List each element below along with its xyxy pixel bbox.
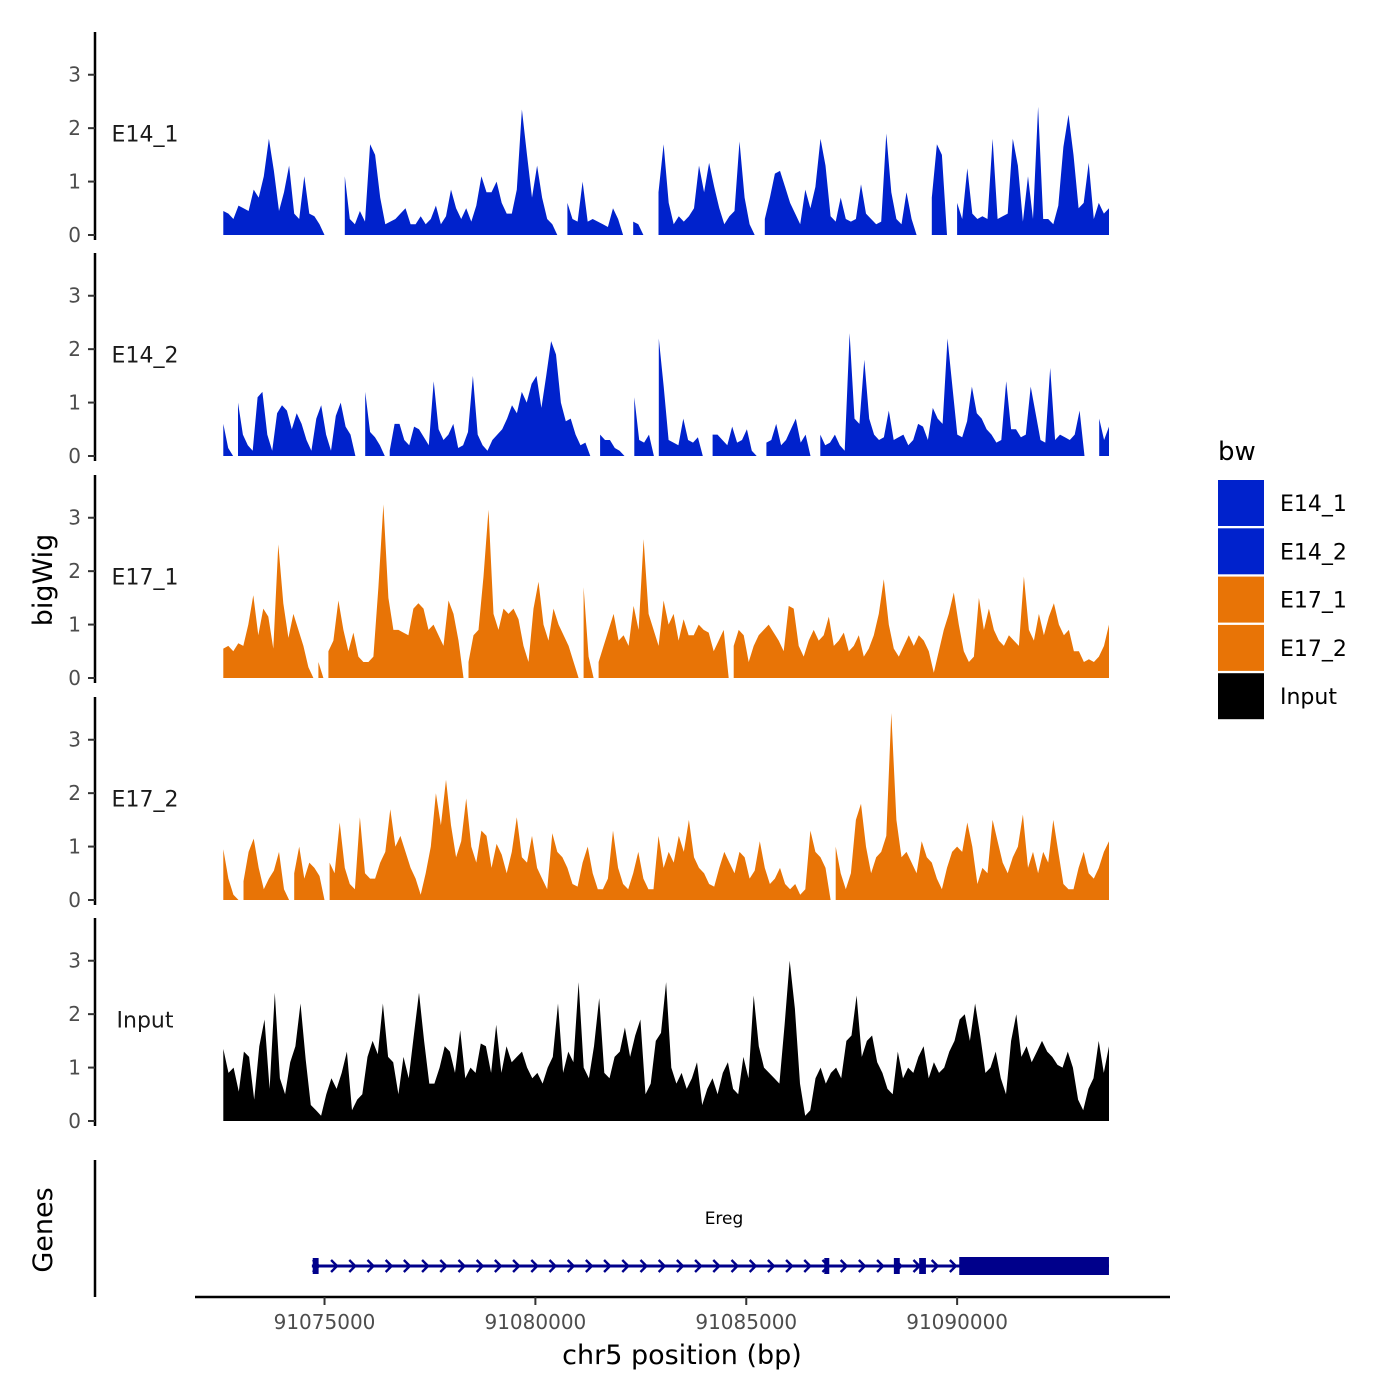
strand-arrow: [676, 1259, 685, 1273]
y-tick-label-E14_1-0: 0: [68, 223, 81, 247]
area-Input: [223, 960, 1110, 1121]
strand-arrow: [494, 1259, 503, 1273]
y-tick-label-E14_1-3: 3: [68, 63, 81, 87]
y-tick-label-E14_2-1: 1: [68, 391, 81, 415]
genes-panel: Genes Ereg: [28, 1160, 1109, 1297]
strand-arrow: [785, 1259, 794, 1273]
legend-label-E17_1: E17_1: [1280, 589, 1347, 614]
track-label-E14_1: E14_1: [112, 123, 179, 148]
x-tick-label-91080000: 91080000: [484, 1310, 586, 1334]
strand-arrow: [421, 1259, 430, 1273]
y-tick-label-E17_1-1: 1: [68, 613, 81, 637]
y-tick-label-Input-0: 0: [68, 1109, 81, 1133]
legend-swatch-E17_1: [1218, 576, 1264, 623]
strand-arrow: [839, 1259, 849, 1273]
strand-arrow: [694, 1259, 703, 1273]
strand-arrow: [366, 1259, 376, 1273]
x-tick-label-91075000: 91075000: [274, 1310, 376, 1334]
strand-arrow: [403, 1259, 412, 1273]
y-tick-label-Input-3: 3: [68, 949, 81, 973]
y-tick-label-E14_2-0: 0: [68, 444, 81, 468]
strand-arrow: [803, 1259, 812, 1273]
x-tick-label-91090000: 91090000: [906, 1310, 1008, 1334]
y-tick-label-E17_2-0: 0: [68, 888, 81, 912]
legend-label-E14_2: E14_2: [1280, 540, 1347, 565]
area-E17_1: [223, 504, 1110, 678]
strand-arrow: [767, 1259, 776, 1273]
legend-label-E17_2: E17_2: [1280, 637, 1347, 662]
strand-arrow: [639, 1259, 649, 1273]
legend: bw E14_1 E14_2 E17_1 E17_2 Input: [1218, 437, 1347, 720]
strand-arrow: [712, 1259, 721, 1273]
strand-arrow: [730, 1259, 740, 1273]
strand-arrow: [603, 1259, 612, 1273]
strand-arrow: [512, 1259, 521, 1273]
legend-swatch-E14_1: [1218, 480, 1264, 526]
strand-arrow: [384, 1259, 394, 1273]
tracks-layer: 0 1 2 3 E14_1 0 1 2 3 E14_2 0 1 2 3 E17_1 0 1 2 3 E17_2 0 1 2 3…: [68, 32, 1110, 1133]
track-label-E17_2: E17_2: [112, 788, 179, 813]
legend-label-E14_1: E14_1: [1280, 492, 1347, 517]
strand-arrow: [475, 1259, 485, 1273]
track-label-E14_2: E14_2: [112, 344, 179, 369]
legend-swatch-Input: [1218, 673, 1264, 720]
strand-arrow: [348, 1259, 357, 1273]
legend-label-Input: Input: [1280, 685, 1337, 710]
y-tick-label-E17_1-3: 3: [68, 506, 81, 530]
strand-arrow: [439, 1259, 448, 1273]
strand-arrow: [457, 1259, 467, 1273]
gene-exon-2: [824, 1258, 830, 1274]
legend-items: E14_1 E14_2 E17_1 E17_2 Input: [1218, 480, 1347, 720]
strand-arrow: [858, 1259, 867, 1273]
y-tick-label-E14_2-3: 3: [68, 284, 81, 308]
strand-arrow: [876, 1259, 885, 1273]
track-E14_1: 0 1 2 3 E14_1: [68, 32, 1110, 247]
legend-title: bw: [1218, 437, 1256, 467]
area-E14_1: [223, 106, 1110, 235]
y-tick-label-E17_1-2: 2: [68, 559, 81, 583]
x-axis-title: chr5 position (bp): [562, 1340, 802, 1371]
track-E17_2: 0 1 2 3 E17_2: [68, 697, 1110, 912]
y-tick-label-E17_2-1: 1: [68, 835, 81, 859]
y-tick-label-E17_2-3: 3: [68, 728, 81, 752]
y-tick-label-E14_1-1: 1: [68, 170, 81, 194]
gene-exon-4: [919, 1258, 926, 1274]
track-Input: 0 1 2 3 Input: [68, 918, 1110, 1133]
strand-arrow: [949, 1259, 958, 1273]
gene-exon-1: [312, 1258, 319, 1274]
legend-swatch-E14_2: [1218, 528, 1264, 575]
y-tick-label-E17_1-0: 0: [68, 666, 81, 690]
strand-arrow: [330, 1259, 339, 1273]
strand-arrow: [548, 1259, 558, 1273]
strand-arrow: [657, 1259, 667, 1273]
strand-arrow: [748, 1259, 758, 1273]
y-tick-label-Input-1: 1: [68, 1056, 81, 1080]
strand-arrow: [585, 1259, 594, 1273]
y-tick-label-E14_2-2: 2: [68, 337, 81, 361]
x-tick-label-91085000: 91085000: [695, 1310, 797, 1334]
strand-arrow: [566, 1259, 576, 1273]
strand-arrow: [530, 1259, 539, 1273]
x-ticks: 91075000 91080000 91085000 91090000: [274, 1297, 1008, 1334]
y-tick-label-Input-2: 2: [68, 1002, 81, 1026]
strand-arrow: [930, 1259, 940, 1273]
gene-exon-5: [959, 1257, 1109, 1275]
track-E17_1: 0 1 2 3 E17_1: [68, 475, 1110, 690]
track-E14_2: 0 1 2 3 E14_2: [68, 253, 1110, 468]
strand-arrow: [621, 1259, 630, 1273]
area-E17_2: [223, 713, 1110, 900]
track-label-Input: Input: [117, 1009, 174, 1034]
x-axis: 91075000 91080000 91085000 91090000 chr5 po…: [195, 1295, 1170, 1371]
y-tick-label-E14_1-2: 2: [68, 116, 81, 140]
y-axis-title: bigWig: [28, 534, 59, 627]
gene-layer: [311, 1257, 1109, 1275]
y-tick-label-E17_2-2: 2: [68, 781, 81, 805]
track-label-E17_1: E17_1: [112, 566, 179, 591]
gene-exon-3: [893, 1258, 900, 1274]
area-E14_2: [223, 333, 1110, 456]
legend-swatch-E17_2: [1218, 624, 1264, 671]
gene-name-label: Ereg: [705, 1209, 744, 1229]
genes-axis-title: Genes: [28, 1187, 59, 1272]
